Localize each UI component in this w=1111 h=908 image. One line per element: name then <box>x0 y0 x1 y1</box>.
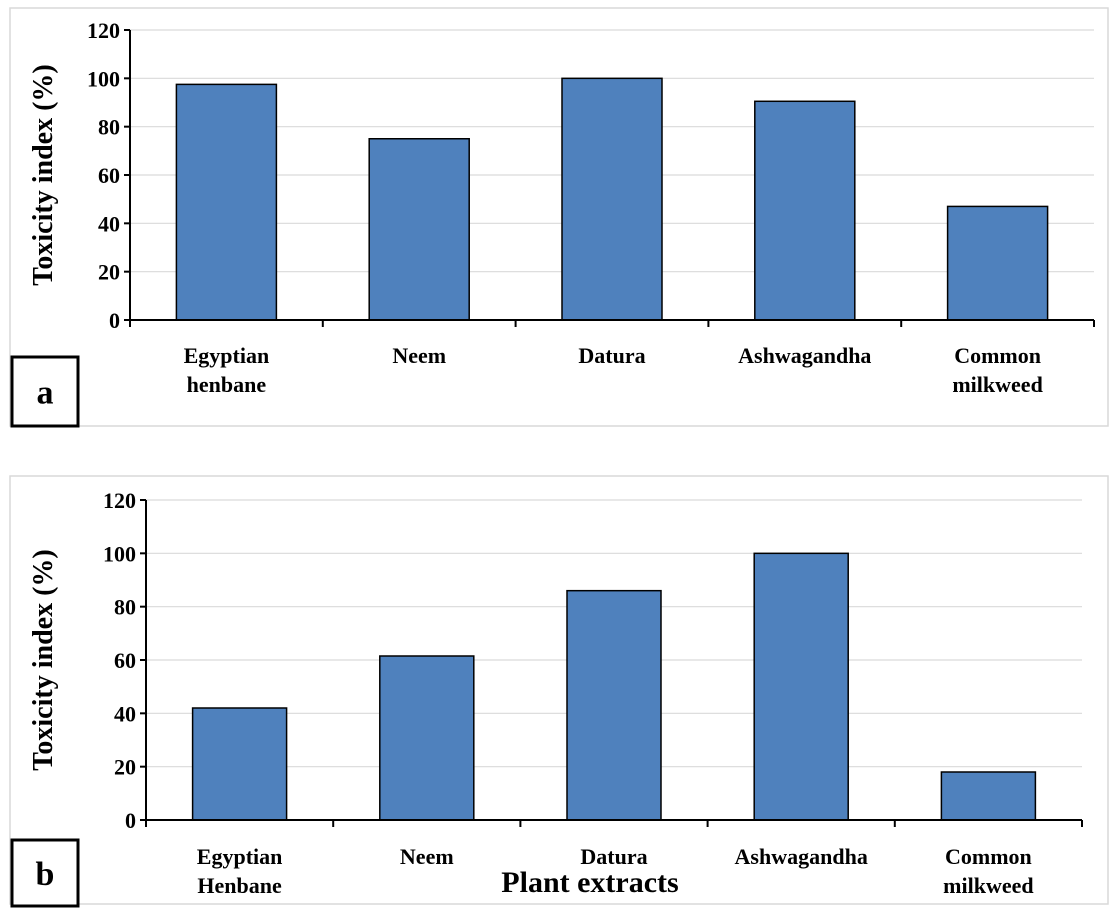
y-tick-label: 100 <box>87 66 120 91</box>
chart-panel-a: 0 20 40 60 80 100 120 Egyptian henbane Neem Datura… <box>9 7 1109 428</box>
panel-label: b <box>36 856 55 893</box>
y-tick-label: 100 <box>103 541 136 566</box>
x-axis-title: Plant extracts <box>501 866 678 899</box>
category-label-line: Ashwagandha <box>738 343 871 368</box>
panel-label: a <box>37 375 54 412</box>
y-tick-label: 60 <box>98 163 120 188</box>
bar <box>753 552 849 821</box>
y-tick-label: 20 <box>114 755 136 780</box>
category-label: Datura <box>578 343 645 368</box>
bar <box>175 83 278 321</box>
bar <box>561 77 663 321</box>
category-label-line: Ashwagandha <box>735 844 868 869</box>
category-label-line: Egyptian <box>197 844 283 869</box>
y-tick-label: 40 <box>98 211 120 236</box>
category-label-line: Neem <box>392 343 446 368</box>
chart-frame <box>9 7 1109 427</box>
category-label: Datura <box>580 844 647 869</box>
y-tick-label: 80 <box>98 115 120 140</box>
panel-label-box <box>10 355 80 428</box>
y-axis-title: Toxicity index (%) <box>28 549 59 770</box>
bar <box>566 589 662 821</box>
y-axis-title: Toxicity index (%) <box>28 64 59 285</box>
category-label: Egyptian Henbane <box>197 844 283 898</box>
category-label: Common milkweed <box>952 343 1042 397</box>
category-label-line: Egyptian <box>184 343 270 368</box>
y-tick-label: 120 <box>103 488 136 513</box>
chart-panel-b: 0 20 40 60 80 100 120 Egyptian Henbane Neem Datura… <box>9 475 1109 908</box>
category-label-line: Datura <box>578 343 645 368</box>
bar <box>379 655 475 821</box>
y-tick-label: 120 <box>87 18 120 43</box>
y-tick-label: 0 <box>125 808 136 833</box>
y-tick-label: 80 <box>114 595 136 620</box>
y-tick-label: 40 <box>114 701 136 726</box>
category-label-line: milkweed <box>943 873 1033 898</box>
category-label-line: Henbane <box>197 873 282 898</box>
bar <box>191 707 288 821</box>
bar <box>754 100 856 321</box>
category-label: Ashwagandha <box>735 844 868 869</box>
category-label-line: milkweed <box>952 372 1042 397</box>
category-label-line: Datura <box>580 844 647 869</box>
y-tick-label: 0 <box>109 308 120 333</box>
category-label-line: Common <box>954 343 1041 368</box>
category-label: Egyptian henbane <box>184 343 270 397</box>
category-label-line: henbane <box>187 372 267 397</box>
category-label: Ashwagandha <box>738 343 871 368</box>
panel-label-box <box>10 838 80 908</box>
y-tick-label: 20 <box>98 260 120 285</box>
category-label-line: Neem <box>400 844 454 869</box>
y-tick-label: 60 <box>114 648 136 673</box>
bar <box>368 138 470 321</box>
chart-frame <box>9 475 1109 905</box>
category-label: Common milkweed <box>943 844 1033 898</box>
bar <box>946 205 1049 321</box>
category-label: Neem <box>392 343 446 368</box>
bar <box>940 771 1037 821</box>
category-label: Neem <box>400 844 454 869</box>
category-label-line: Common <box>945 844 1032 869</box>
